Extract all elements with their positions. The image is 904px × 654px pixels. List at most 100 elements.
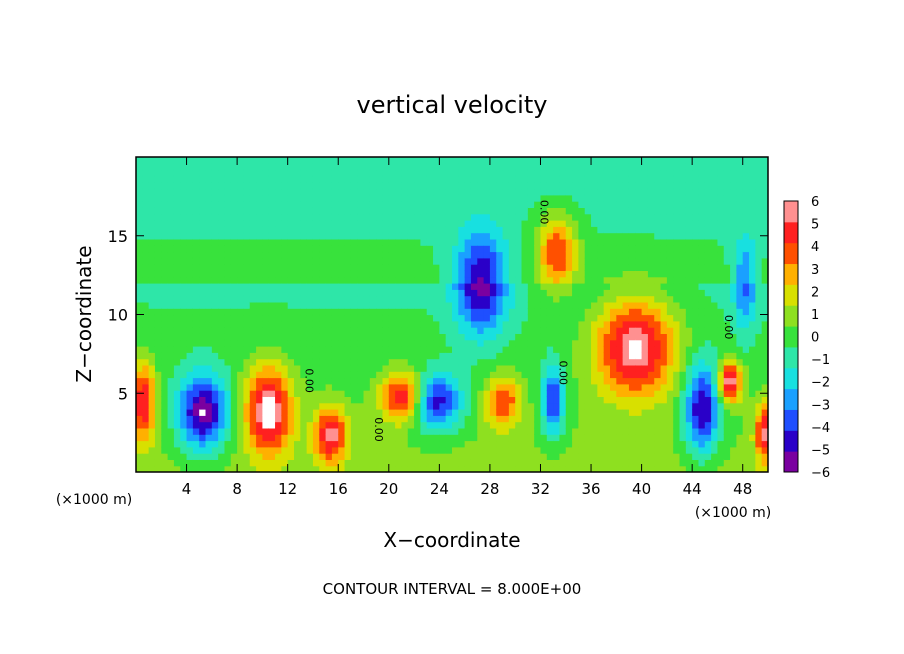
- field-cell: [666, 383, 674, 391]
- field-cell: [262, 207, 270, 215]
- field-cell: [647, 446, 655, 454]
- field-cell: [635, 459, 643, 467]
- field-cell: [249, 264, 257, 271]
- field-cell: [357, 377, 365, 385]
- field-cell: [325, 201, 333, 208]
- field-cell: [382, 270, 390, 278]
- field-cell: [717, 207, 725, 215]
- field-cell: [388, 371, 396, 379]
- field-cell: [515, 245, 523, 253]
- field-cell: [445, 383, 453, 391]
- field-cell: [281, 169, 289, 177]
- field-cell: [610, 301, 617, 309]
- field-cell: [319, 383, 327, 391]
- field-cell: [540, 364, 548, 372]
- field-cell: [565, 264, 573, 271]
- field-cell: [730, 453, 737, 460]
- field-cell: [534, 371, 542, 379]
- field-cell: [363, 163, 371, 171]
- field-cell: [180, 238, 188, 246]
- field-cell: [565, 465, 573, 472]
- field-cell: [433, 434, 440, 442]
- field-cell: [395, 427, 403, 435]
- field-cell: [489, 251, 497, 259]
- field-cell: [685, 201, 693, 208]
- field-cell: [243, 358, 251, 366]
- field-cell: [515, 402, 523, 410]
- field-cell: [698, 453, 706, 460]
- field-cell: [641, 276, 649, 284]
- field-cell: [306, 308, 314, 316]
- field-cell: [376, 194, 384, 202]
- field-cell: [477, 289, 485, 297]
- field-cell: [306, 364, 314, 372]
- field-cell: [154, 314, 162, 322]
- field-cell: [521, 232, 529, 240]
- field-cell: [350, 157, 358, 164]
- field-cell: [205, 465, 213, 472]
- field-cell: [180, 390, 188, 397]
- field-cell: [508, 283, 516, 290]
- field-cell: [363, 383, 371, 391]
- field-cell: [477, 257, 485, 265]
- field-cell: [711, 182, 719, 190]
- field-cell: [319, 270, 327, 278]
- field-cell: [673, 175, 681, 183]
- field-cell: [565, 163, 573, 171]
- field-cell: [230, 175, 238, 183]
- field-cell: [395, 446, 403, 454]
- field-cell: [603, 402, 611, 410]
- field-cell: [433, 453, 440, 460]
- field-cell: [142, 289, 150, 297]
- field-cell: [572, 188, 579, 196]
- field-cell: [243, 446, 251, 454]
- field-cell: [730, 346, 737, 353]
- field-cell: [211, 251, 219, 259]
- field-cell: [306, 339, 314, 347]
- field-cell: [173, 402, 181, 410]
- field-cell: [401, 427, 409, 435]
- field-cell: [211, 396, 219, 404]
- field-cell: [180, 327, 188, 334]
- field-cell: [249, 295, 257, 303]
- field-cell: [433, 396, 440, 404]
- field-cell: [363, 232, 371, 240]
- field-cell: [180, 371, 188, 379]
- field-cell: [483, 358, 491, 366]
- field-cell: [616, 238, 624, 246]
- field-cell: [192, 364, 200, 372]
- field-cell: [142, 339, 150, 347]
- field-cell: [527, 327, 535, 334]
- field-cell: [515, 157, 523, 164]
- field-cell: [685, 295, 693, 303]
- field-cell: [249, 245, 257, 253]
- field-cell: [439, 308, 447, 316]
- field-cell: [584, 352, 592, 360]
- field-cell: [736, 421, 744, 429]
- field-cell: [294, 339, 301, 347]
- field-cell: [534, 157, 542, 164]
- field-cell: [553, 308, 561, 316]
- field-cell: [673, 358, 681, 366]
- field-cell: [527, 201, 535, 208]
- field-cell: [256, 257, 263, 265]
- field-cell: [262, 238, 270, 246]
- field-cell: [489, 175, 497, 183]
- field-cell: [685, 371, 693, 379]
- field-cell: [180, 257, 188, 265]
- field-cell: [685, 207, 693, 215]
- field-cell: [192, 295, 200, 303]
- field-cell: [553, 383, 561, 391]
- field-cell: [325, 308, 333, 316]
- field-cell: [312, 421, 320, 429]
- field-cell: [439, 465, 447, 472]
- field-cell: [515, 270, 523, 278]
- field-cell: [401, 352, 409, 360]
- field-cell: [515, 446, 523, 454]
- field-cell: [268, 465, 276, 472]
- field-cell: [641, 421, 649, 429]
- field-cell: [382, 182, 390, 190]
- field-cell: [559, 459, 567, 467]
- field-cell: [742, 207, 750, 215]
- field-cell: [237, 453, 245, 460]
